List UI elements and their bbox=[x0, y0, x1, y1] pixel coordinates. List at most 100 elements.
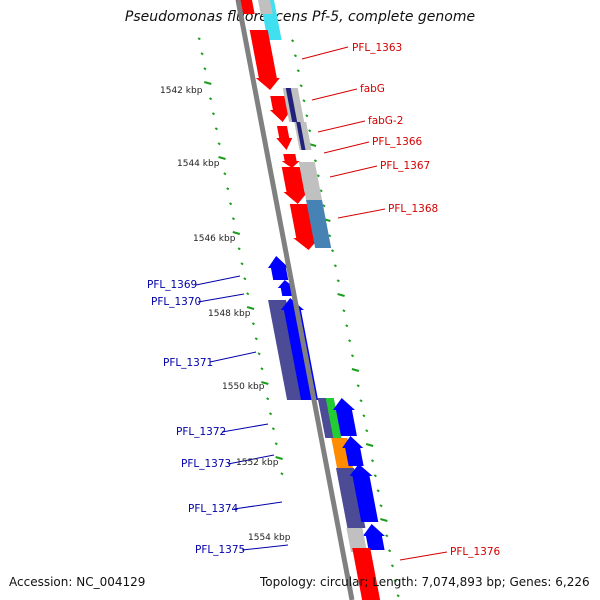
minor-tick bbox=[365, 429, 369, 433]
connector-line bbox=[323, 141, 370, 154]
major-tick bbox=[337, 293, 345, 297]
gene-label: PFL_1374 bbox=[188, 503, 239, 515]
minor-tick bbox=[308, 129, 312, 133]
minor-tick bbox=[356, 384, 360, 388]
minor-tick bbox=[197, 37, 201, 41]
minor-tick bbox=[211, 112, 216, 116]
gene-label: PFL_1375 bbox=[195, 544, 245, 556]
topology-text: Topology: circular; Length: 7,074,893 bp… bbox=[260, 575, 590, 589]
major-tick bbox=[261, 381, 269, 385]
minor-tick bbox=[379, 504, 383, 508]
connector-line bbox=[221, 423, 269, 433]
major-tick bbox=[218, 156, 226, 160]
connector-line bbox=[209, 351, 257, 363]
scale-label: 1548 kbp bbox=[208, 309, 251, 319]
minor-tick bbox=[302, 99, 306, 103]
connector-line bbox=[197, 293, 245, 303]
minor-tick bbox=[237, 247, 241, 251]
minor-tick bbox=[345, 324, 349, 328]
major-tick bbox=[380, 518, 388, 522]
gene-label: PFL_1370 bbox=[151, 296, 201, 308]
label-connectors bbox=[195, 46, 448, 561]
major-tick bbox=[246, 306, 255, 310]
cds-navy bbox=[296, 122, 306, 150]
minor-tick bbox=[305, 114, 309, 118]
major-tick bbox=[365, 443, 374, 447]
minor-tick bbox=[376, 489, 380, 493]
gene-label: PFL_1373 bbox=[181, 458, 231, 470]
forward-cds bbox=[352, 548, 381, 600]
minor-tick bbox=[226, 187, 230, 191]
minor-tick bbox=[268, 412, 273, 416]
inner-tick-ring bbox=[197, 37, 284, 476]
connector-line bbox=[399, 551, 448, 561]
scale-label: 1546 kbp bbox=[193, 234, 236, 244]
minor-tick bbox=[333, 264, 337, 268]
genome-backbone bbox=[235, 0, 355, 600]
minor-tick bbox=[388, 549, 392, 553]
gene-label: PFL_1372 bbox=[176, 426, 226, 438]
cds-gray bbox=[258, 0, 273, 14]
reverse-cds bbox=[349, 464, 379, 522]
cds-purple bbox=[336, 468, 366, 528]
minor-tick bbox=[260, 367, 264, 371]
gene-label: PFL_1366 bbox=[372, 136, 423, 148]
outer-tick-ring bbox=[291, 39, 400, 598]
connector-line bbox=[195, 275, 241, 286]
cds-navy bbox=[285, 88, 298, 122]
minor-tick bbox=[296, 69, 300, 73]
gene-label: PFL_1371 bbox=[163, 357, 213, 369]
minor-tick bbox=[359, 399, 363, 403]
minor-tick bbox=[342, 309, 346, 313]
minor-tick bbox=[243, 277, 247, 281]
minor-tick bbox=[328, 234, 332, 238]
connector-line bbox=[301, 46, 349, 60]
connector-line bbox=[337, 208, 386, 219]
minor-tick bbox=[251, 322, 256, 326]
gene-label: PFL_1367 bbox=[380, 160, 430, 172]
minor-tick bbox=[299, 84, 303, 88]
major-tick bbox=[204, 81, 212, 85]
connector-line bbox=[241, 544, 289, 551]
minor-tick bbox=[316, 174, 320, 178]
minor-tick bbox=[313, 159, 318, 163]
cds-green bbox=[325, 398, 342, 438]
minor-tick bbox=[373, 474, 377, 478]
scale-label: 1542 kbp bbox=[160, 86, 203, 96]
minor-tick bbox=[257, 352, 261, 356]
major-tick bbox=[351, 368, 360, 372]
minor-tick bbox=[396, 594, 400, 598]
minor-tick bbox=[330, 249, 335, 253]
minor-tick bbox=[336, 279, 340, 283]
minor-tick bbox=[229, 202, 233, 206]
forward-cds bbox=[281, 154, 300, 168]
forward-cds bbox=[249, 30, 280, 90]
cds-gray bbox=[298, 162, 323, 200]
minor-tick bbox=[319, 189, 323, 193]
minor-tick bbox=[348, 339, 352, 343]
forward-cds bbox=[281, 167, 308, 204]
connector-line bbox=[227, 454, 275, 465]
cds-gray bbox=[346, 528, 367, 552]
minor-tick bbox=[223, 172, 227, 176]
minor-tick bbox=[393, 579, 397, 583]
scale-label: 1544 kbp bbox=[177, 159, 220, 169]
minor-tick bbox=[390, 564, 395, 568]
minor-tick bbox=[246, 292, 250, 296]
gene-label: fabG-2 bbox=[368, 115, 403, 127]
minor-tick bbox=[203, 67, 207, 71]
gene-labels: PFL_1363 fabG fabG-2 PFL_1366 PFL_1367 PFL_13… bbox=[147, 42, 501, 558]
minor-tick bbox=[280, 472, 284, 476]
connector-line bbox=[233, 501, 283, 510]
gene-label: fabG bbox=[360, 83, 385, 95]
major-tick bbox=[232, 231, 241, 235]
minor-tick bbox=[217, 142, 221, 146]
scale-label: 1550 kbp bbox=[222, 382, 265, 392]
cds-steelblue bbox=[306, 200, 332, 248]
minor-tick bbox=[209, 97, 213, 101]
minor-tick bbox=[200, 52, 204, 56]
reverse-cds bbox=[277, 280, 295, 296]
minor-tick bbox=[322, 204, 326, 208]
minor-tick bbox=[231, 217, 236, 221]
